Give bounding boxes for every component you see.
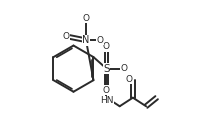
Text: O: O [103,42,110,51]
Text: O: O [103,86,110,95]
Text: O: O [96,36,103,45]
Text: S: S [103,64,110,74]
Text: O: O [120,64,127,73]
Text: HN: HN [100,96,113,105]
Text: O: O [62,32,69,41]
Text: O: O [126,75,133,84]
Text: N: N [82,35,90,45]
Text: O: O [83,14,89,23]
